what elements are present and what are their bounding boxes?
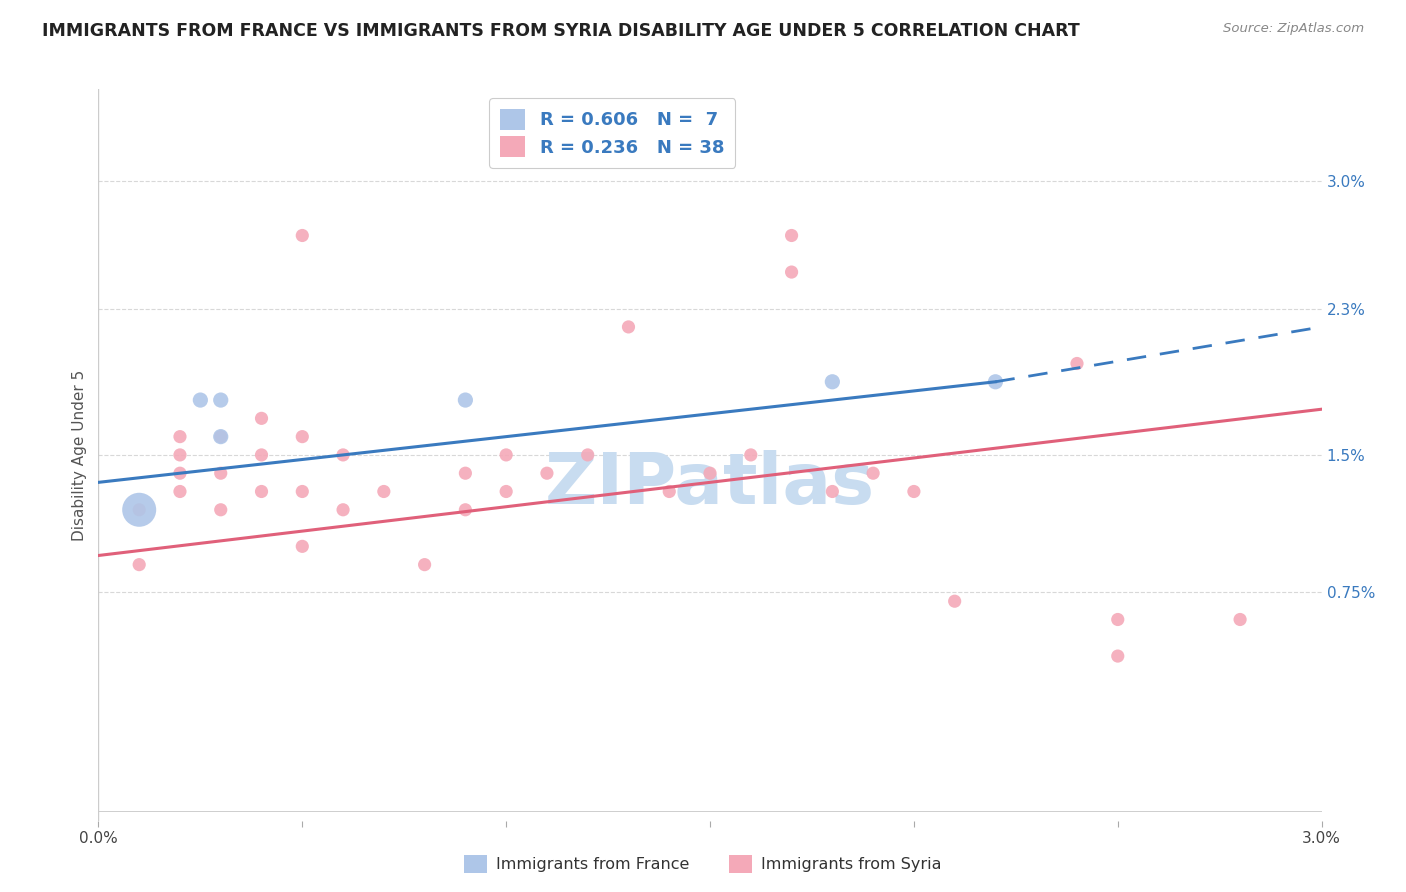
Point	[454, 392, 477, 407]
Point	[495, 484, 517, 499]
Point	[209, 430, 232, 444]
Point	[169, 466, 191, 480]
Point	[699, 466, 721, 480]
Point	[862, 466, 884, 480]
Point	[495, 448, 517, 462]
Point	[373, 484, 395, 499]
Text: Source: ZipAtlas.com: Source: ZipAtlas.com	[1223, 22, 1364, 36]
Point	[209, 392, 232, 407]
Point	[169, 484, 191, 499]
Point	[291, 539, 314, 553]
Point	[413, 558, 436, 572]
Point	[250, 411, 273, 425]
Point	[209, 466, 232, 480]
Point	[454, 466, 477, 480]
Point	[332, 503, 354, 517]
Point	[332, 448, 354, 462]
Point	[291, 484, 314, 499]
Point	[291, 228, 314, 243]
Point	[128, 503, 150, 517]
Point	[903, 484, 925, 499]
Point	[250, 484, 273, 499]
Text: ZIPatlas: ZIPatlas	[546, 450, 875, 518]
Point	[943, 594, 966, 608]
Point	[169, 430, 191, 444]
Point	[128, 558, 150, 572]
Point	[617, 320, 640, 334]
Point	[169, 448, 191, 462]
Point	[454, 503, 477, 517]
Y-axis label: Disability Age Under 5: Disability Age Under 5	[72, 369, 87, 541]
Point	[1066, 356, 1088, 371]
Point	[821, 375, 844, 389]
Point	[984, 375, 1007, 389]
Legend: R = 0.606   N =  7, R = 0.236   N = 38: R = 0.606 N = 7, R = 0.236 N = 38	[489, 98, 735, 168]
Point	[576, 448, 599, 462]
Point	[128, 503, 150, 517]
Point	[658, 484, 681, 499]
Point	[1107, 613, 1129, 627]
Point	[209, 430, 232, 444]
Point	[188, 392, 212, 407]
Point	[780, 228, 803, 243]
Point	[1229, 613, 1251, 627]
Point	[536, 466, 558, 480]
Point	[209, 503, 232, 517]
Point	[740, 448, 762, 462]
Legend: Immigrants from France, Immigrants from Syria: Immigrants from France, Immigrants from …	[458, 848, 948, 880]
Point	[780, 265, 803, 279]
Point	[291, 430, 314, 444]
Point	[250, 448, 273, 462]
Point	[1107, 649, 1129, 664]
Point	[821, 484, 844, 499]
Text: IMMIGRANTS FROM FRANCE VS IMMIGRANTS FROM SYRIA DISABILITY AGE UNDER 5 CORRELATI: IMMIGRANTS FROM FRANCE VS IMMIGRANTS FRO…	[42, 22, 1080, 40]
